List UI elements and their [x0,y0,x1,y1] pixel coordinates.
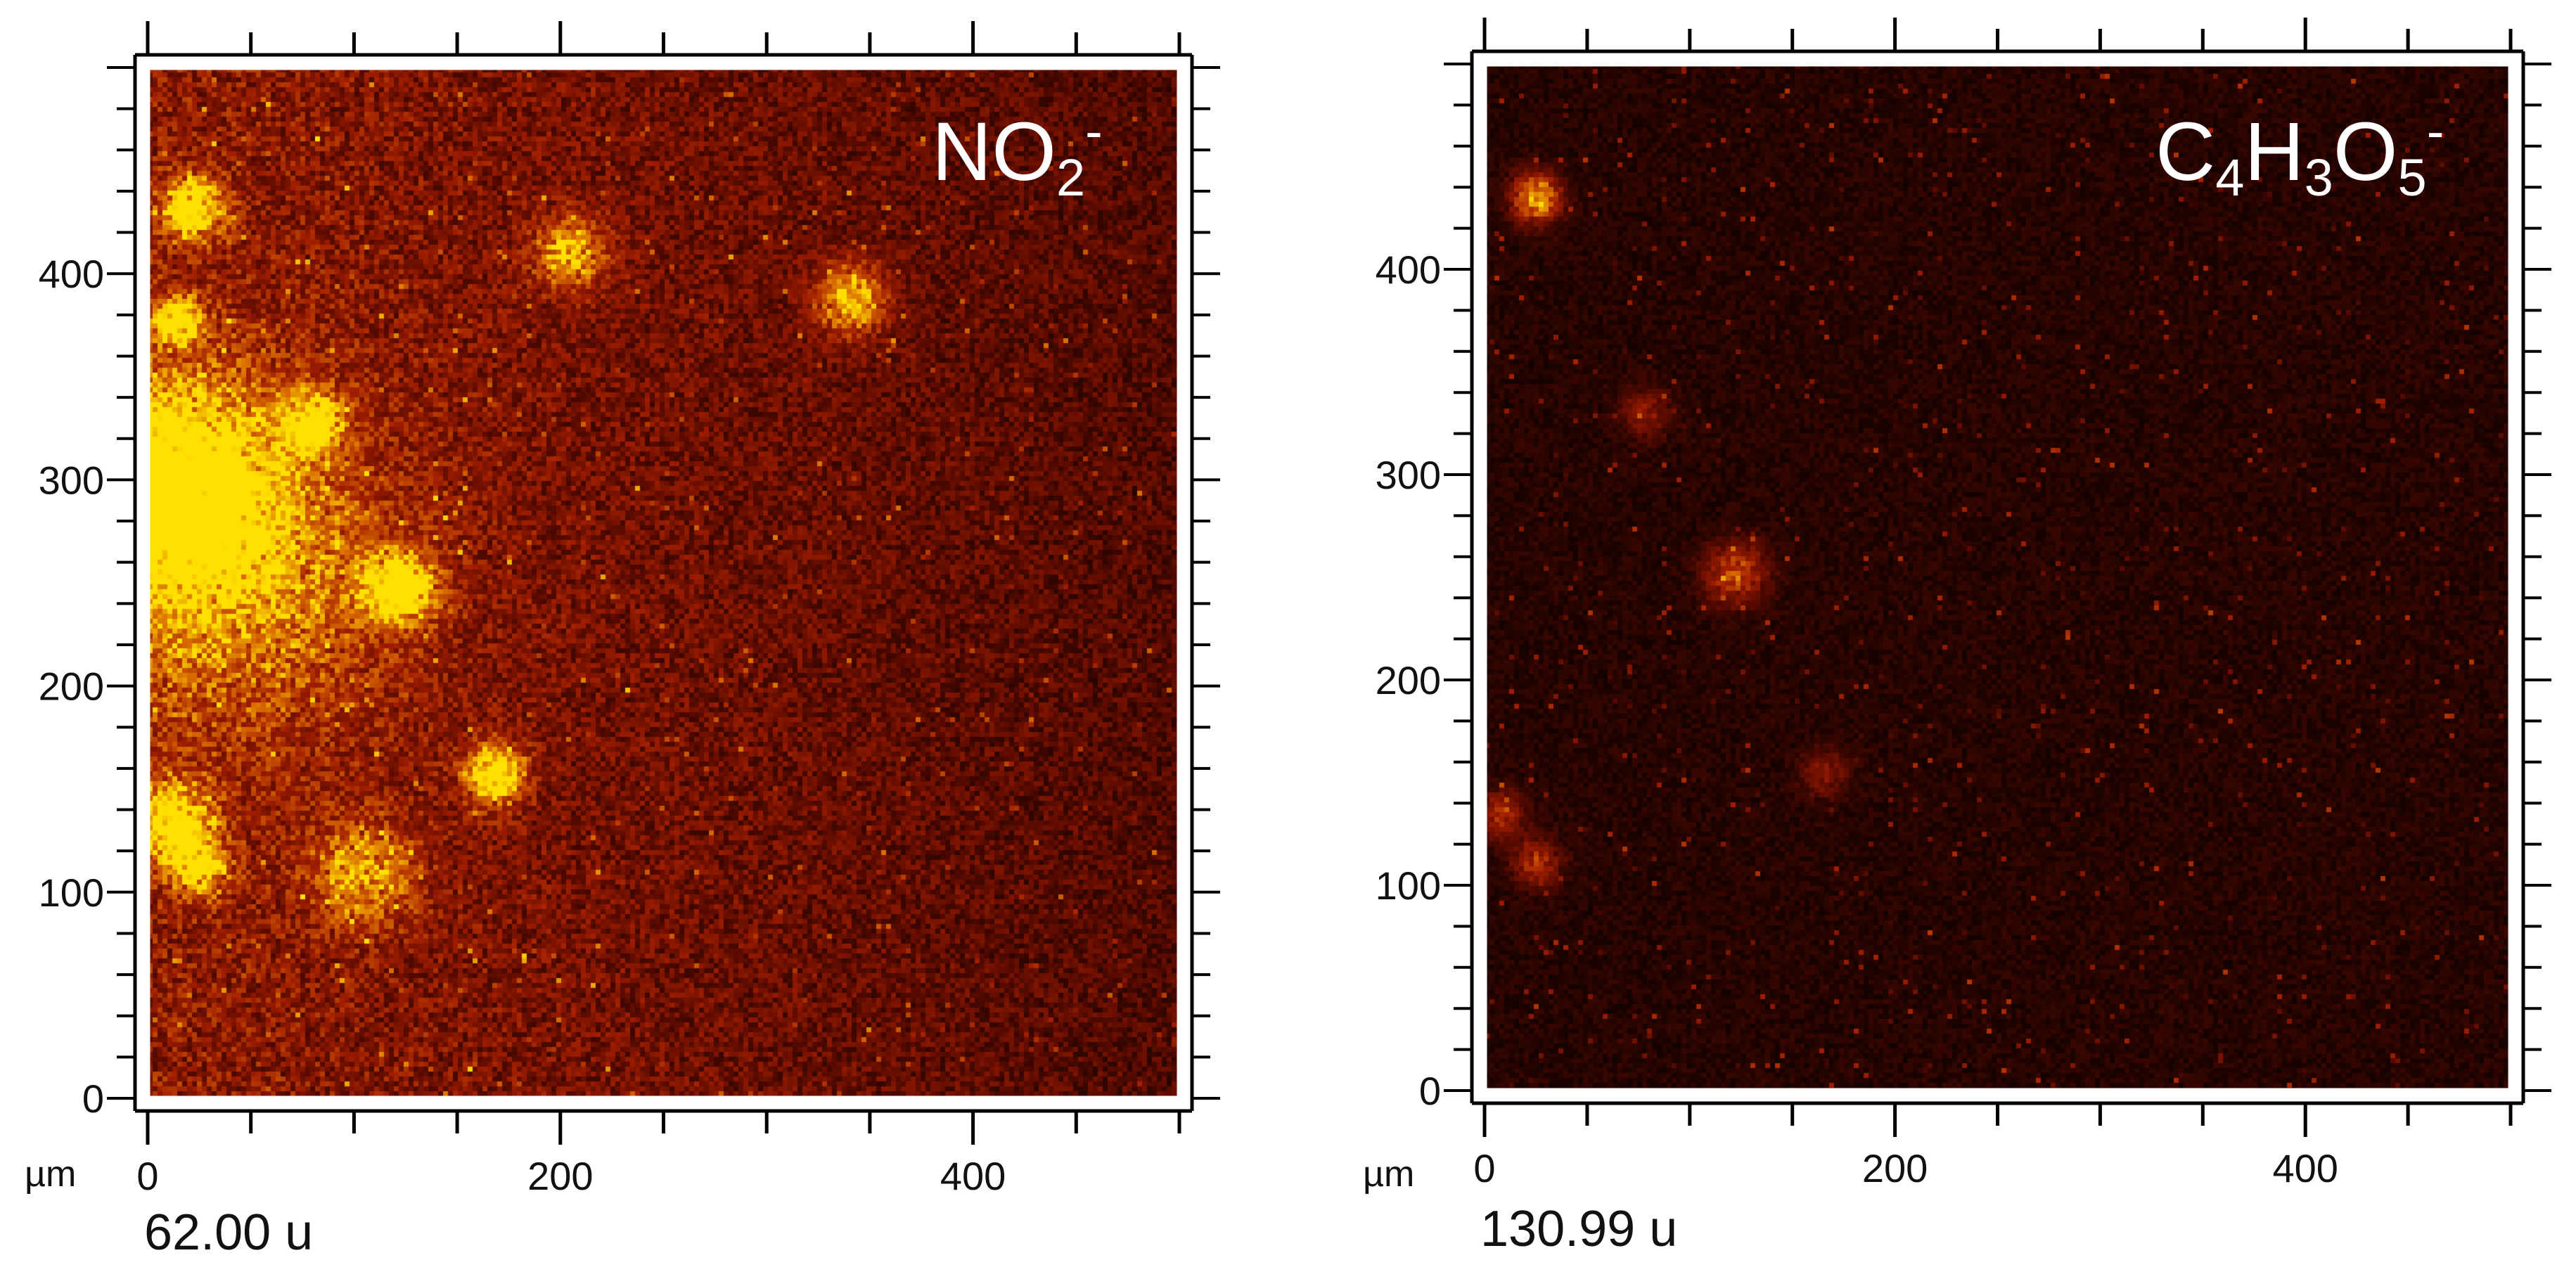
panel-c4h3o5: 0 200 400 0 100 200 300 400 [1376,18,2551,1190]
x-tick-label: 400 [940,1154,1006,1198]
y-tick-label: 0 [1419,1069,1441,1113]
ion-label-part: C [2155,105,2216,198]
ion-label-part: 5 [2397,148,2427,207]
map-border-no2 [145,65,1182,1101]
ion-label-no2: NO2- [932,105,1103,204]
axes-c4h3o5: 0 200 400 0 100 200 300 400 [1376,18,2551,1190]
panel-no2: 0 200 400 0 100 200 300 400 [39,21,1220,1198]
x-tick-label: 0 [1473,1146,1495,1190]
axes-no2: 0 200 400 0 100 200 300 400 [39,21,1220,1198]
x-tick-label: 200 [1862,1146,1928,1190]
ion-label-part: 4 [2215,148,2245,207]
y-tick-label: 100 [39,870,104,915]
x-tick-label: 0 [136,1154,158,1198]
y-tick-label: 100 [1376,863,1441,908]
ion-label-part: H [2244,105,2305,198]
ion-label-superscript: - [1085,102,1103,160]
y-tick-label: 200 [1376,658,1441,702]
axis-unit-label-left: µm [25,1154,77,1195]
ion-label-base: NO [932,105,1056,198]
ion-intensity-map-c4h3o5 [1485,64,2511,1091]
y-tick-label: 0 [82,1076,104,1121]
x-tick-label: 400 [2272,1146,2338,1190]
ion-intensity-map-no2 [148,68,1179,1098]
y-tick-label: 200 [39,664,104,709]
y-tick-label: 400 [1376,248,1441,292]
total-counts-left: 62.00 u [144,1204,314,1261]
ion-label-part: - [2426,102,2444,160]
y-tick-label: 300 [1376,453,1441,497]
total-counts-right: 130.99 u [1480,1201,1678,1257]
y-tick-label: 300 [39,458,104,502]
ion-label-part: 3 [2304,148,2333,207]
ion-label-c4h3o5: C4H3O5- [2155,105,2444,204]
axis-unit-label-right: µm [1363,1154,1415,1195]
map-border-c4h3o5 [1482,61,2513,1093]
x-tick-label: 200 [527,1154,593,1198]
y-tick-label: 400 [39,252,104,296]
ion-label-subscript: 2 [1056,148,1086,207]
ion-label-part: O [2333,105,2398,198]
